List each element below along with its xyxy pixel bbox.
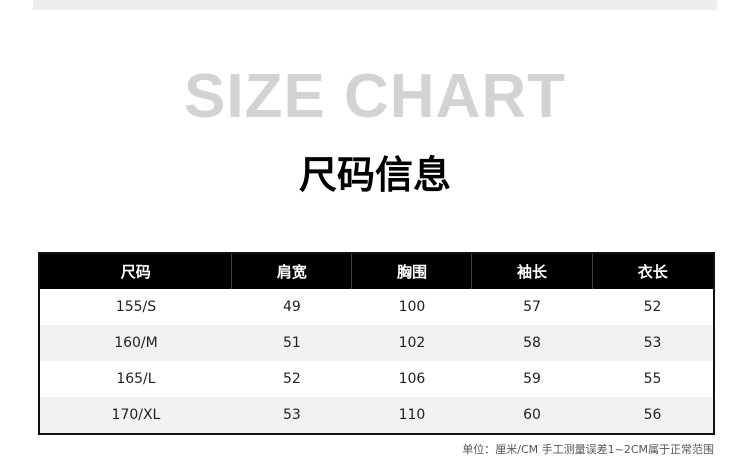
table-cell: 110 (351, 397, 472, 434)
size-table: 尺码 肩宽 胸围 袖长 衣长 155/S 49 100 57 52 160/M … (38, 252, 715, 435)
table-cell: 51 (231, 325, 352, 361)
header-cell: 衣长 (592, 253, 714, 289)
table-cell: 52 (643, 299, 662, 315)
table-cell: 100 (398, 299, 426, 315)
table-cell: 170/XL (39, 397, 232, 434)
table-row: 170/XL 53 110 60 56 (39, 397, 714, 434)
table-row: 155/S 49 100 57 52 (39, 289, 714, 325)
table-cell: 59 (523, 371, 541, 387)
header-cell: 袖长 (471, 253, 593, 289)
table-cell: 106 (398, 371, 426, 387)
header-cell: 肩宽 (231, 253, 353, 289)
top-band (33, 0, 717, 10)
table-cell: 155/S (115, 299, 157, 315)
page-title: 尺码信息 (298, 153, 451, 197)
table-cell: 49 (283, 299, 301, 315)
table-cell: 57 (523, 299, 541, 315)
table-cell: 53 (592, 325, 714, 361)
table-cell: 60 (471, 397, 592, 434)
header-cell: 尺码 (39, 253, 233, 289)
table-header-row: 尺码 肩宽 胸围 袖长 衣长 (39, 253, 714, 289)
table-cell: 56 (592, 397, 714, 434)
table-row: 160/M 51 102 58 53 (39, 325, 714, 361)
table-cell: 55 (643, 371, 662, 387)
table-cell: 52 (283, 371, 301, 387)
table-row: 165/L 52 106 59 55 (39, 361, 714, 397)
background-title: SIZE CHART (184, 62, 566, 131)
measurement-note: 单位：厘米/CM 手工测量误差1~2CM属于正常范围 (462, 443, 714, 456)
table-cell: 58 (471, 325, 592, 361)
table-cell: 160/M (39, 325, 232, 361)
table-cell: 102 (351, 325, 472, 361)
header-cell: 胸围 (351, 253, 473, 289)
table-cell: 165/L (116, 371, 156, 387)
table-cell: 53 (231, 397, 352, 434)
